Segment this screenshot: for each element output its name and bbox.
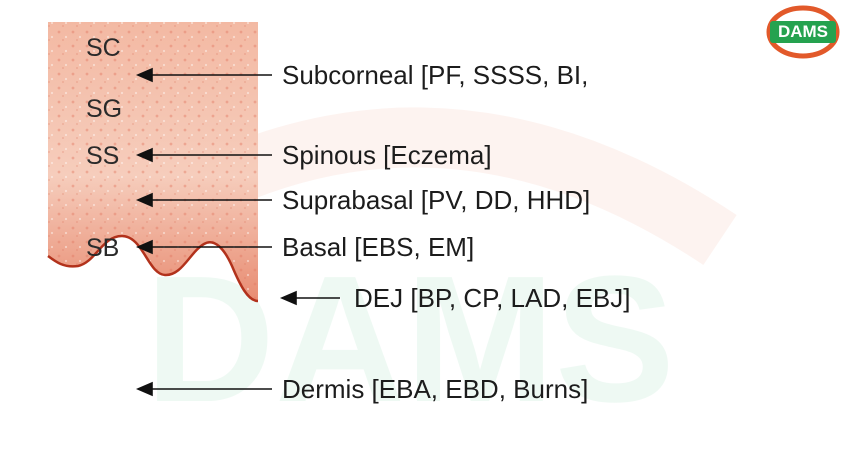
arrow-dermis (135, 381, 272, 397)
arrow-dej (279, 290, 340, 306)
dej-wavy-line (47, 234, 259, 303)
site-label-basal: Basal [EBS, EM] (282, 232, 475, 262)
layer-label-sc: SC (86, 34, 121, 62)
dams-logo-text: DAMS (777, 22, 829, 41)
arrow-subcorneal (135, 67, 272, 83)
site-label-suprabasal: Suprabasal [PV, DD, HHD] (282, 185, 591, 215)
layer-label-ss: SS (86, 142, 120, 170)
layer-label-sb: SB (86, 234, 120, 262)
layer-label-sg: SG (86, 95, 123, 123)
arrow-basal (135, 239, 272, 255)
site-label-dej: DEJ [BP, CP, LAD, EBJ] (354, 283, 631, 313)
watermark-text: DAMS (145, 239, 675, 440)
arrow-spinous (135, 147, 272, 163)
arrow-suprabasal (135, 192, 272, 208)
site-label-dermis: Dermis [EBA, EBD, Burns] (282, 374, 589, 404)
site-label-subcorneal: Subcorneal [PF, SSSS, BI, (282, 60, 589, 90)
site-label-spinous: Spinous [Eczema] (282, 140, 492, 170)
epidermis-texture (48, 22, 258, 301)
